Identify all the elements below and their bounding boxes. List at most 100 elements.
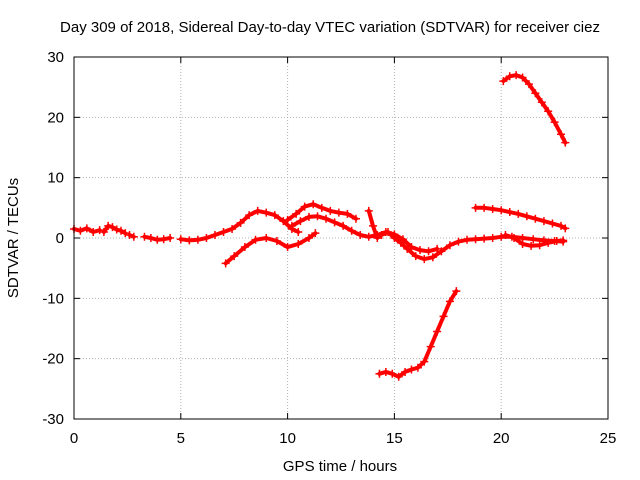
y-tick-label: 30 <box>47 49 64 66</box>
data-point <box>300 202 309 211</box>
data-point <box>394 372 403 381</box>
data-point <box>322 214 331 223</box>
data-point <box>501 230 510 239</box>
data-point <box>343 209 352 218</box>
data-point <box>488 234 497 242</box>
data-point <box>514 209 523 218</box>
series-arc-j <box>471 203 570 233</box>
data-point <box>524 80 533 89</box>
data-point <box>104 221 113 230</box>
y-tick-label: -30 <box>42 411 64 428</box>
data-point <box>296 217 305 226</box>
data-point <box>375 369 384 378</box>
data-point <box>294 227 303 236</box>
data-point <box>548 219 557 228</box>
data-point <box>221 259 230 268</box>
data-point <box>317 203 326 212</box>
data-point <box>381 367 390 376</box>
series-arc-c <box>125 230 138 241</box>
data-point <box>283 215 292 224</box>
data-point <box>236 218 245 227</box>
series-arc-d <box>140 232 175 244</box>
data-point <box>518 240 527 249</box>
data-point <box>539 217 548 226</box>
data-point <box>420 357 429 366</box>
data-point <box>531 89 540 98</box>
data-point <box>411 252 420 261</box>
data-point <box>140 232 149 241</box>
data-point <box>407 365 416 374</box>
data-point <box>529 235 538 244</box>
data-point <box>445 241 454 250</box>
data-point <box>561 224 570 233</box>
data-point <box>369 221 378 230</box>
data-point <box>262 234 271 242</box>
data-point <box>95 226 104 235</box>
data-point <box>445 297 454 306</box>
data-point <box>557 221 566 230</box>
data-point <box>424 247 433 256</box>
series-arc-e <box>176 206 303 245</box>
data-point <box>294 240 303 249</box>
data-point <box>488 205 497 214</box>
data-point <box>550 118 559 127</box>
data-point <box>559 236 568 245</box>
data-point <box>292 209 301 218</box>
y-tick-label: 0 <box>56 230 64 247</box>
data-point <box>364 232 373 241</box>
data-point <box>129 232 138 241</box>
data-point <box>108 223 117 232</box>
data-point <box>535 241 544 250</box>
data-point <box>452 287 461 296</box>
data-point <box>125 230 134 239</box>
data-point <box>480 234 489 243</box>
series-arc-g <box>283 200 360 224</box>
data-point <box>527 241 536 250</box>
data-point <box>561 138 570 147</box>
data-point <box>356 230 365 239</box>
data-point <box>510 234 519 242</box>
data-point <box>388 369 397 378</box>
y-axis-label: SDTVAR / TECUs <box>5 178 22 298</box>
data-point <box>287 221 296 230</box>
data-point <box>339 221 348 230</box>
data-point <box>245 211 254 220</box>
x-tick-label: 0 <box>70 430 78 447</box>
data-point <box>401 367 410 376</box>
data-point <box>428 253 437 262</box>
data-point <box>439 312 448 321</box>
data-point <box>403 244 412 253</box>
data-point <box>518 73 527 82</box>
data-point <box>531 214 540 223</box>
data-point <box>383 227 392 236</box>
series-arc-b <box>99 221 130 238</box>
y-tick-label: 10 <box>47 170 64 187</box>
data-point <box>390 234 399 242</box>
data-point <box>407 243 416 252</box>
data-point <box>116 226 125 235</box>
data-point <box>283 243 292 252</box>
x-axis-label: GPS time / hours <box>283 458 397 475</box>
data-point <box>364 206 373 215</box>
data-point <box>433 244 442 253</box>
x-tick-label: 20 <box>493 430 510 447</box>
data-point <box>454 237 463 246</box>
data-point <box>480 203 489 212</box>
data-point <box>373 234 382 242</box>
data-point <box>76 226 85 235</box>
data-point <box>166 234 175 242</box>
chart-title: Day 309 of 2018, Sidereal Day-to-day VTE… <box>60 19 600 36</box>
data-point <box>437 247 446 256</box>
data-point <box>499 77 508 86</box>
data-point <box>210 230 219 239</box>
data-point <box>159 235 168 244</box>
data-point <box>272 237 281 246</box>
data-point <box>240 243 249 252</box>
data-point <box>420 255 429 264</box>
data-point <box>471 235 480 244</box>
data-point <box>377 230 386 239</box>
data-point <box>463 235 472 244</box>
data-point <box>537 98 546 107</box>
plot-marks <box>70 71 570 381</box>
